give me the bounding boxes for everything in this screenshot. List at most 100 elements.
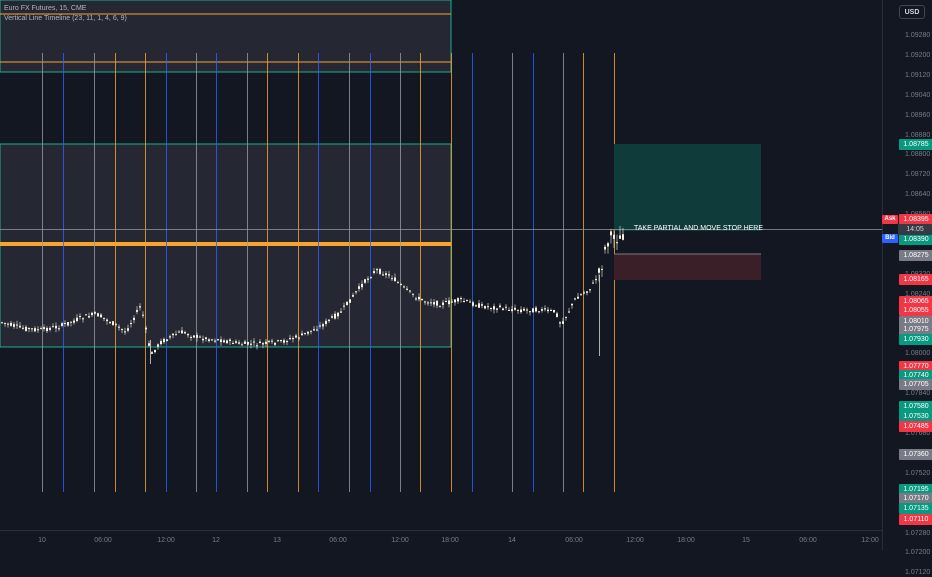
candle-body <box>208 339 210 342</box>
candle-body <box>28 327 30 330</box>
candle-body <box>601 268 603 270</box>
candle-body <box>592 282 594 284</box>
candle-body <box>577 296 579 299</box>
candle-body <box>445 300 447 302</box>
candle-body <box>34 328 36 332</box>
candle-body <box>49 327 51 330</box>
price-tag: 1.08010 <box>899 316 932 327</box>
candle-body <box>196 334 198 338</box>
candle-body <box>289 338 291 340</box>
candle-body <box>178 331 180 333</box>
candle-body <box>460 298 462 300</box>
candle-body <box>163 338 165 343</box>
price-tag: 1.07485 <box>899 421 932 432</box>
candle-body <box>157 344 159 347</box>
candle-body <box>37 329 39 331</box>
candle-body <box>463 300 465 302</box>
candle-body <box>100 314 102 318</box>
price-tick: 1.08800 <box>905 151 931 159</box>
candle-body <box>508 309 510 311</box>
candle-body <box>436 300 438 306</box>
time-axis[interactable]: 10 06:00 12:00 12 13 06:00 12:00 18:00 14 06:00 12… <box>0 530 882 551</box>
candle-body <box>379 269 381 274</box>
candle-body <box>250 343 252 345</box>
time-tick: 14 <box>508 537 516 544</box>
candle-body <box>13 324 15 327</box>
candle-body <box>223 340 225 343</box>
price-tick: 1.07680 <box>905 430 931 437</box>
candle-body <box>229 339 231 342</box>
candle-body <box>322 324 324 327</box>
chart-plot-area[interactable]: Euro FX Futures, 15, CME Vertical Line T… <box>0 0 882 530</box>
candle-body <box>319 325 321 327</box>
price-tick: 1.09280 <box>905 32 931 39</box>
candle-body <box>106 319 108 322</box>
candle-body <box>94 312 96 314</box>
candle-body <box>409 290 411 292</box>
candle-body <box>544 308 546 310</box>
candle-body <box>604 246 606 250</box>
candle-body <box>580 294 582 296</box>
candle-body <box>19 325 21 328</box>
time-tick: 12:00 <box>157 537 175 544</box>
candle-body <box>235 341 237 343</box>
candle-body <box>175 334 177 336</box>
indicator-label[interactable]: Vertical Line Timeline (23, 11, 1, 4, 6,… <box>4 15 127 22</box>
candle-body <box>346 301 348 305</box>
candle-body <box>562 321 564 324</box>
candle-body <box>124 331 126 333</box>
candle-body <box>538 311 540 313</box>
candle-body <box>103 317 105 319</box>
price-axis[interactable]: USD 1.09280 1.09200 1.09120 1.09040 1.08960 1… <box>882 0 932 576</box>
candle-body <box>505 306 507 308</box>
candle-body <box>82 318 84 320</box>
candle-body <box>376 269 378 271</box>
candle-body <box>334 313 336 319</box>
candle-body <box>517 309 519 311</box>
candle-body <box>481 304 483 306</box>
time-tick: 10 <box>38 537 46 544</box>
symbol-label[interactable]: Euro FX Futures, 15, CME <box>4 5 87 12</box>
candle-body <box>331 316 333 318</box>
candle-body <box>610 231 612 236</box>
candle-body <box>553 309 555 313</box>
candle-body <box>415 298 417 300</box>
candle-body <box>298 337 300 339</box>
time-tick: 06:00 <box>329 537 347 544</box>
candle-body <box>421 298 423 301</box>
time-tick: 12 <box>212 537 220 544</box>
trade-annotation[interactable]: TAKE PARTIAL AND MOVE STOP HERE <box>634 225 764 232</box>
candle-body <box>268 340 270 342</box>
candle-body <box>520 309 522 313</box>
candle-body <box>70 321 72 323</box>
candle-body <box>217 339 219 341</box>
candle-body <box>295 335 297 338</box>
candle-body <box>73 320 75 323</box>
candle-body <box>139 306 141 308</box>
candle-body <box>571 303 573 306</box>
countdown-label: 14:05 <box>898 224 932 235</box>
candle-body <box>523 308 525 311</box>
candle-body <box>4 322 6 324</box>
candle-body <box>472 302 474 306</box>
candle-body <box>199 336 201 338</box>
candle-body <box>361 283 363 288</box>
candle-body <box>202 338 204 341</box>
candle-body <box>283 340 285 343</box>
price-tick: 1.08880 <box>905 131 931 139</box>
candle-body <box>541 309 543 311</box>
candle-body <box>598 268 600 273</box>
candle-body <box>88 316 90 318</box>
currency-button[interactable]: USD <box>899 5 925 19</box>
candle-body <box>382 274 384 276</box>
candle-body <box>184 332 186 334</box>
candle-body <box>166 339 168 341</box>
candle-body <box>292 338 294 340</box>
candle-body <box>280 340 282 342</box>
candle-body <box>61 323 63 326</box>
candle-body <box>142 314 144 316</box>
chart-canvas[interactable] <box>0 0 882 530</box>
candle-body <box>172 333 174 336</box>
candle-body <box>145 327 147 330</box>
candle-body <box>616 242 618 244</box>
